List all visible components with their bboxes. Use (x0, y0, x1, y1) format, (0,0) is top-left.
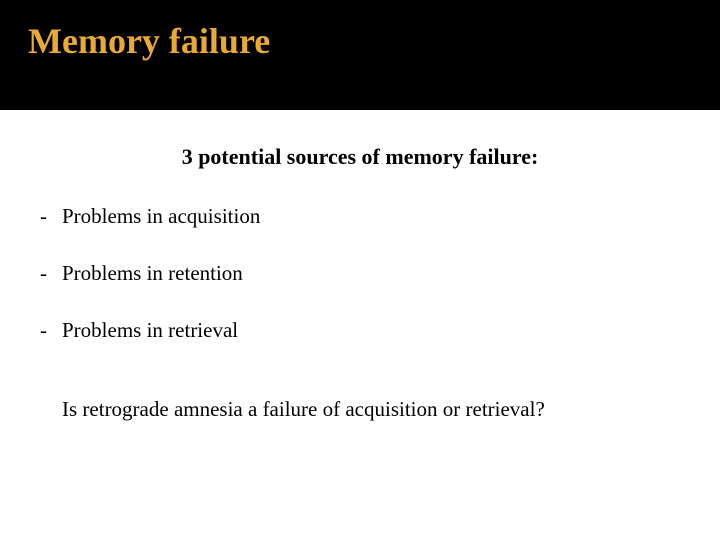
slide-subtitle: 3 potential sources of memory failure: (20, 144, 700, 170)
bullet-list: Problems in acquisition Problems in rete… (20, 204, 700, 343)
bullet-item: Problems in acquisition (40, 204, 700, 229)
bullet-item: Problems in retrieval (40, 318, 700, 343)
slide-question: Is retrograde amnesia a failure of acqui… (20, 397, 700, 422)
bullet-item: Problems in retention (40, 261, 700, 286)
slide-content: 3 potential sources of memory failure: P… (0, 110, 720, 442)
slide-title: Memory failure (28, 20, 692, 62)
slide-header: Memory failure (0, 0, 720, 110)
